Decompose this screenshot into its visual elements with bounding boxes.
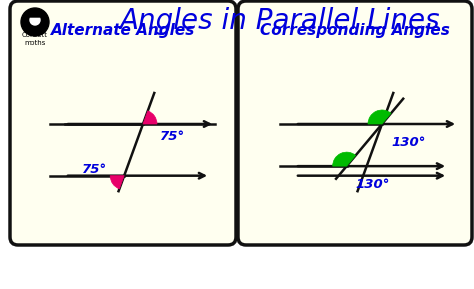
Text: Alternate Angles: Alternate Angles bbox=[51, 23, 195, 38]
Wedge shape bbox=[110, 176, 124, 189]
Text: Angles in Parallel Lines: Angles in Parallel Lines bbox=[120, 7, 440, 35]
Wedge shape bbox=[143, 111, 157, 124]
FancyBboxPatch shape bbox=[10, 1, 236, 245]
Circle shape bbox=[30, 15, 40, 25]
FancyBboxPatch shape bbox=[238, 1, 472, 245]
Text: 130°: 130° bbox=[356, 178, 390, 191]
Polygon shape bbox=[30, 11, 40, 17]
Text: 130°: 130° bbox=[391, 136, 425, 149]
Wedge shape bbox=[368, 110, 391, 124]
Circle shape bbox=[21, 8, 49, 36]
Text: 75°: 75° bbox=[160, 130, 185, 143]
Text: 75°: 75° bbox=[82, 163, 107, 176]
Text: Corbett
mɔths: Corbett mɔths bbox=[22, 32, 48, 46]
Wedge shape bbox=[333, 152, 356, 166]
Text: Corresponding Angles: Corresponding Angles bbox=[260, 23, 450, 38]
